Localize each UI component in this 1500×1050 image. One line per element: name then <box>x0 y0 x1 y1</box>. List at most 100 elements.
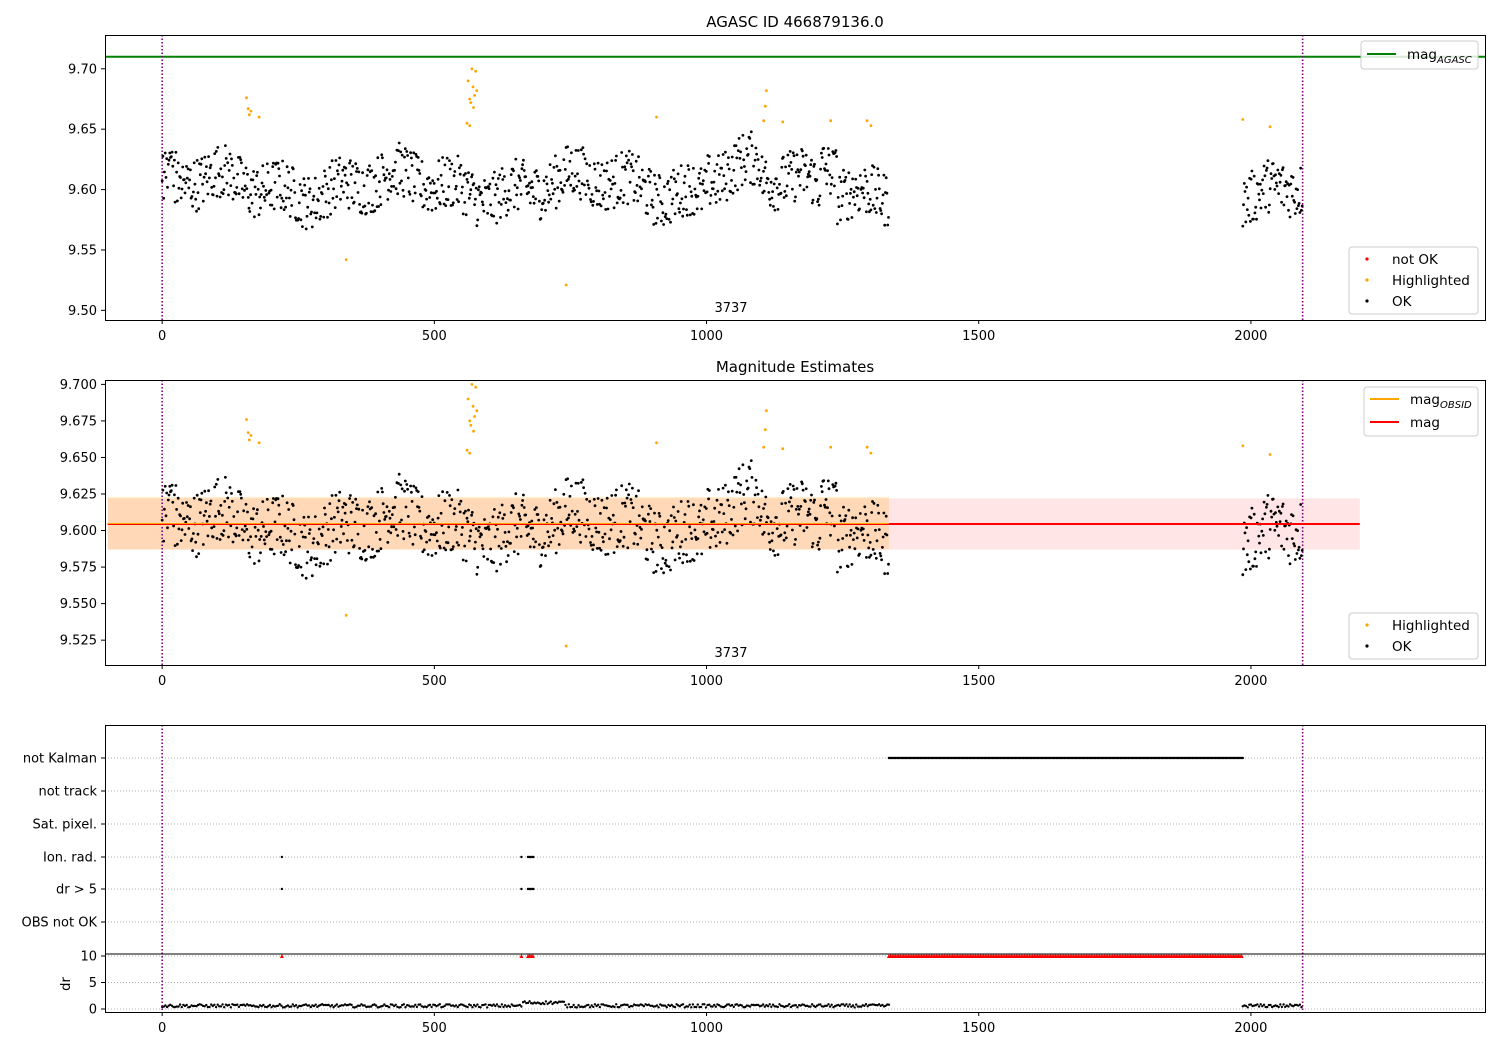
ok-point <box>881 535 885 539</box>
ok-point <box>886 223 890 227</box>
ok-point <box>368 164 371 168</box>
ok-point <box>657 512 661 515</box>
ok-point <box>715 498 719 502</box>
ok-point <box>750 144 754 148</box>
ok-point <box>229 524 233 528</box>
ok-point <box>823 505 827 509</box>
highlighted-point <box>257 441 261 445</box>
ok-point <box>637 514 641 517</box>
ok-point <box>753 493 757 497</box>
ok-point <box>807 510 810 514</box>
ok-point <box>464 559 468 563</box>
ok-point <box>833 151 837 155</box>
ok-point <box>333 206 337 210</box>
ok-point <box>215 194 219 198</box>
ok-point <box>205 501 208 505</box>
ok-point <box>771 190 774 194</box>
ok-point <box>680 197 684 201</box>
ok-point <box>456 154 460 158</box>
ok-point <box>1258 198 1261 202</box>
ok-point <box>844 175 848 179</box>
ok-point <box>787 509 790 513</box>
ok-point <box>293 532 297 536</box>
ok-point <box>492 214 496 218</box>
ok-point <box>606 552 610 556</box>
ok-point <box>201 199 205 203</box>
agasc-legend-label: magAGASC <box>1407 47 1472 66</box>
ok-point <box>528 201 532 205</box>
dr-point <box>391 1003 394 1006</box>
ok-point <box>661 557 665 560</box>
ok-point <box>681 214 685 218</box>
ok-point <box>402 537 406 541</box>
ok-point <box>393 168 396 172</box>
ok-point <box>193 182 197 186</box>
dr-point <box>374 1004 378 1007</box>
ok-point <box>175 508 179 511</box>
ok-point <box>313 515 317 518</box>
ok-point <box>1282 203 1286 207</box>
ok-point <box>339 540 342 544</box>
ok-point <box>570 172 574 175</box>
dr-point <box>276 1004 280 1007</box>
ok-point <box>580 182 584 186</box>
ok-point <box>430 554 434 557</box>
ok-point <box>835 155 838 158</box>
flag-point <box>520 855 523 859</box>
ok-point <box>1271 497 1275 501</box>
ok-point <box>685 553 688 557</box>
ok-point <box>516 552 520 556</box>
dr-point <box>438 1003 441 1006</box>
ok-point <box>608 518 612 521</box>
ok-point <box>413 191 417 195</box>
ok-point <box>166 185 169 189</box>
dr-tick-label: 5 <box>89 976 97 991</box>
ok-point <box>400 518 403 522</box>
ok-point <box>338 490 342 494</box>
ok-point <box>589 198 592 201</box>
ok-point <box>496 527 499 531</box>
highlighted-point <box>465 121 469 125</box>
ok-point <box>797 507 801 511</box>
ok-point <box>700 552 704 556</box>
ok-point <box>688 559 692 563</box>
dr-point <box>170 1004 174 1007</box>
ok-point <box>323 513 327 516</box>
ok-point <box>858 174 862 177</box>
ok-point <box>775 516 778 519</box>
ok-point <box>560 188 564 192</box>
ok-point <box>399 483 403 487</box>
ok-point <box>272 552 276 556</box>
ok-point <box>519 518 522 521</box>
dr-point <box>332 1006 335 1009</box>
ok-point <box>317 199 320 203</box>
ok-point <box>743 165 746 168</box>
ok-point <box>445 491 449 494</box>
ok-point <box>874 556 878 560</box>
ok-point <box>750 476 754 479</box>
ok-point <box>859 528 863 532</box>
ok-point <box>348 161 351 165</box>
ok-point <box>474 197 477 201</box>
ok-point <box>567 513 571 517</box>
ok-point <box>688 525 691 529</box>
ok-point <box>861 527 865 531</box>
ok-point <box>194 197 198 201</box>
dr-point <box>388 1006 391 1009</box>
ok-point <box>799 505 803 508</box>
ok-point <box>458 166 461 170</box>
ok-point <box>226 496 230 500</box>
dr-point <box>1244 1004 1248 1008</box>
ok-point <box>164 176 168 179</box>
dr-point <box>500 1003 504 1006</box>
ok-point <box>357 507 361 511</box>
dr-point <box>366 1005 370 1008</box>
ok-point <box>191 204 195 208</box>
ok-point <box>540 553 544 557</box>
ok-point <box>615 545 619 548</box>
highlighted-point <box>465 448 469 452</box>
dr-point <box>549 1000 552 1003</box>
ok-point <box>419 194 423 198</box>
highlighted-point <box>468 97 472 101</box>
